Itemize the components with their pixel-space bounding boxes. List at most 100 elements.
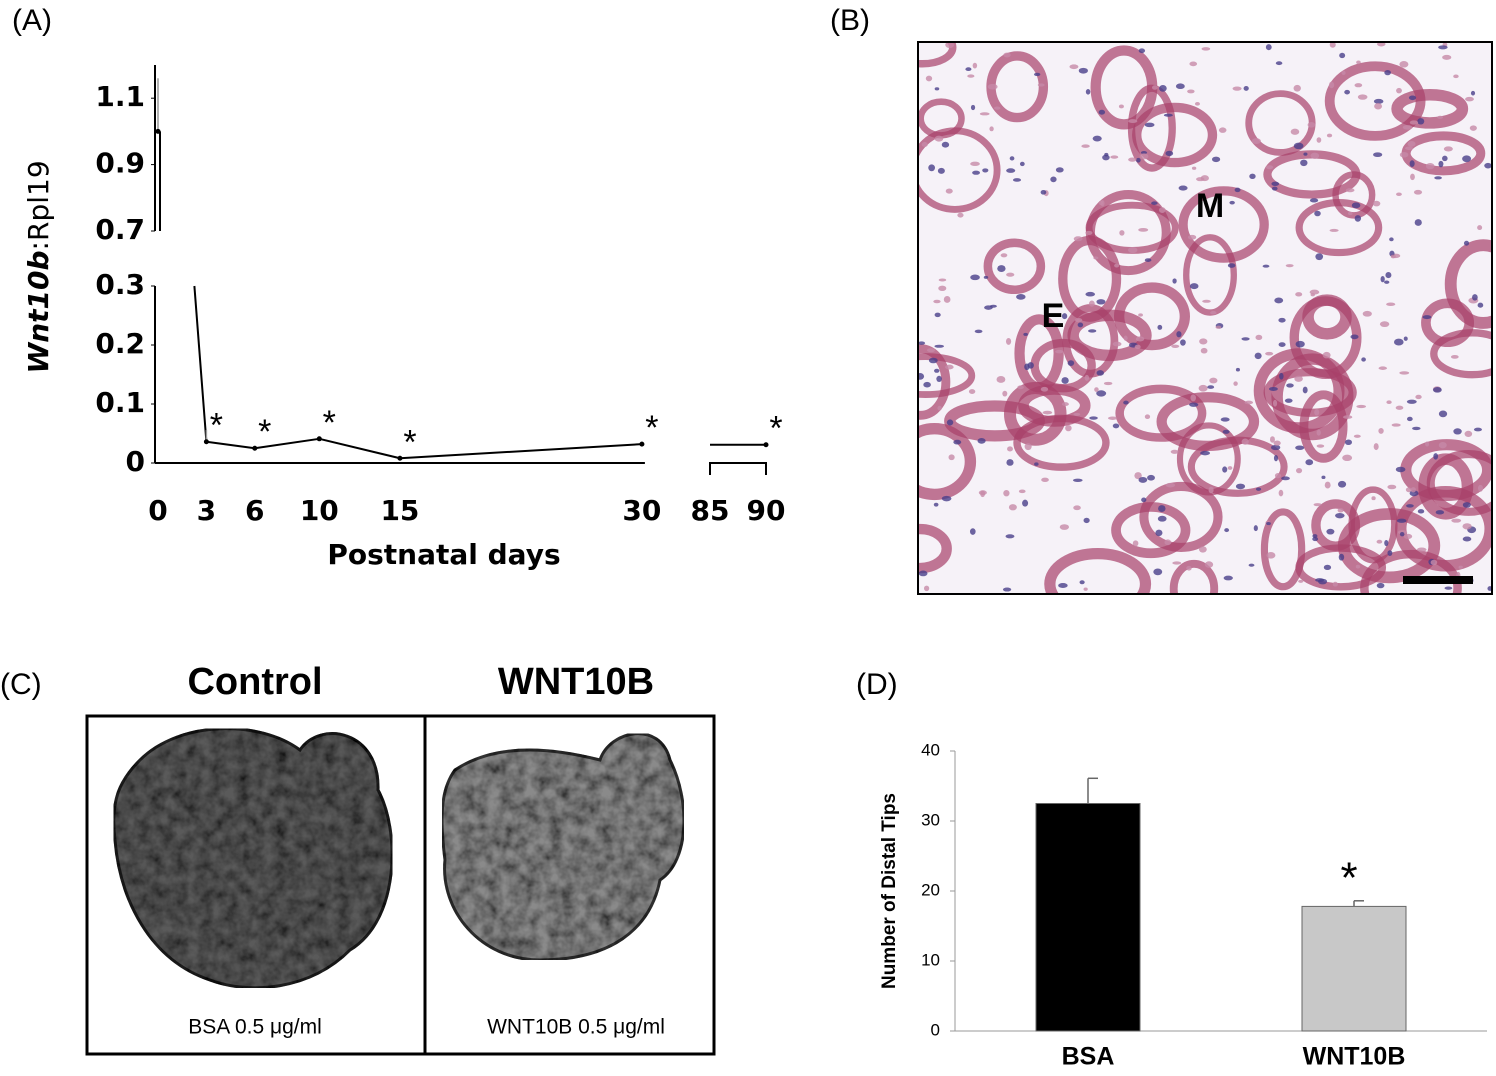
nucleus (957, 212, 964, 218)
nucleus (1380, 275, 1385, 283)
nucleus (1316, 429, 1321, 436)
nucleus (1201, 47, 1211, 51)
nucleus (1462, 502, 1471, 508)
nucleus (969, 528, 976, 535)
nucleus (1437, 115, 1444, 119)
gland (1324, 61, 1426, 141)
nucleus (1462, 155, 1472, 163)
nucleus (1009, 156, 1015, 161)
y-tick-label: 10 (921, 950, 940, 969)
nucleus (1210, 310, 1217, 315)
gland (1187, 436, 1288, 497)
nucleus (1451, 518, 1462, 523)
data-point (316, 436, 322, 442)
nucleus (1194, 102, 1200, 106)
nucleus (1204, 561, 1214, 568)
nucleus (1112, 341, 1122, 347)
nucleus (972, 62, 978, 69)
nucleus (1172, 561, 1182, 565)
nucleus (1458, 565, 1463, 569)
nucleus (983, 275, 989, 279)
significance: * (323, 404, 336, 442)
nucleus (1134, 344, 1141, 349)
nucleus (1344, 439, 1352, 446)
region-label: E (1042, 297, 1065, 335)
nucleus (1165, 150, 1174, 157)
nucleus (1019, 161, 1025, 167)
nucleus (1100, 200, 1105, 207)
nucleus (1189, 402, 1199, 407)
nucleus (1384, 69, 1391, 76)
nucleus (1463, 240, 1470, 246)
nucleus (1065, 424, 1072, 432)
nucleus (1215, 325, 1222, 329)
nucleus (1356, 404, 1367, 409)
nucleus (1078, 67, 1088, 74)
nucleus (1395, 466, 1406, 473)
nucleus (1425, 441, 1430, 447)
nucleus (1406, 416, 1413, 422)
nucleus (1377, 43, 1386, 47)
nucleus (1335, 512, 1345, 519)
nucleus (1069, 64, 1079, 70)
nucleus (1274, 472, 1282, 479)
nucleus (1083, 587, 1088, 591)
nucleus (968, 389, 976, 394)
nucleus (1211, 156, 1221, 163)
nucleus (1438, 410, 1448, 418)
gland (1360, 549, 1462, 593)
data-point (639, 441, 645, 447)
nucleus (1248, 563, 1255, 567)
nucleus (1417, 118, 1425, 125)
nucleus (1285, 264, 1294, 268)
nucleus (1417, 509, 1425, 514)
nucleus (1008, 504, 1017, 511)
nucleus (1189, 61, 1198, 67)
nucleus (1034, 462, 1039, 466)
nucleus (979, 112, 990, 116)
nucleus (1337, 480, 1347, 488)
nucleus (1373, 98, 1384, 104)
nucleus (1218, 127, 1227, 133)
nucleus (1241, 337, 1250, 341)
y-axis-label: Number of Distal Tips (879, 793, 900, 989)
gland (1176, 422, 1241, 496)
nucleus (1208, 486, 1214, 494)
nucleus (1326, 528, 1335, 535)
nucleus (1007, 446, 1013, 452)
nucleus (1199, 338, 1208, 345)
nucleus (1061, 377, 1069, 384)
nucleus (941, 495, 952, 502)
nucleus (1103, 381, 1113, 386)
nucleus (1058, 583, 1068, 588)
nucleus (936, 375, 942, 383)
nucleus (1410, 487, 1416, 493)
nucleus (1477, 302, 1484, 308)
nucleus (1224, 528, 1230, 533)
nucleus (1273, 454, 1279, 462)
nucleus (1037, 83, 1045, 87)
nucleus (1312, 534, 1318, 538)
x-tick-label: 6 (245, 494, 264, 527)
nucleus (1409, 160, 1415, 168)
nucleus (1322, 351, 1331, 359)
region-label: M (1196, 187, 1224, 225)
nucleus (1102, 154, 1110, 161)
nucleus (1270, 444, 1281, 451)
nucleus (1357, 94, 1368, 100)
data-line (159, 131, 208, 442)
nucleus (1191, 166, 1197, 170)
nucleus (1361, 357, 1366, 362)
nucleus (1422, 315, 1432, 320)
gland (1044, 547, 1152, 593)
nucleus (1386, 302, 1396, 307)
nucleus (1084, 374, 1090, 381)
nucleus (1384, 280, 1390, 284)
nucleus (1433, 453, 1439, 460)
nucleus (1002, 587, 1012, 592)
nucleus (1396, 192, 1402, 196)
bar (1035, 803, 1141, 1032)
nucleus (945, 188, 953, 194)
x-tick-label: 90 (747, 494, 786, 527)
